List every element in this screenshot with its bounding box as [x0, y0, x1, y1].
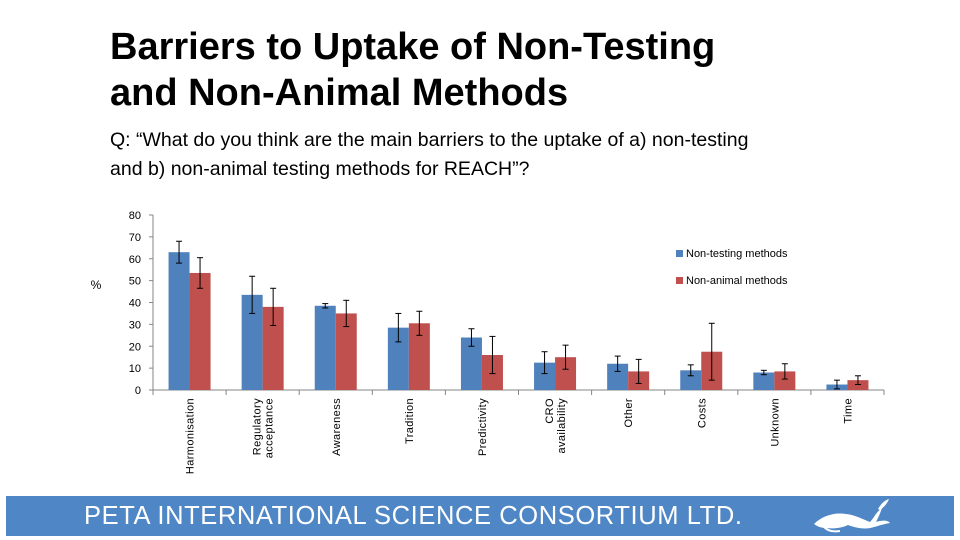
y-tick-label: 10	[129, 363, 141, 375]
x-tick-label: Regulatory	[252, 398, 264, 455]
y-tick-label: 20	[129, 341, 141, 353]
bar-non-testing-methods-costs	[680, 370, 702, 390]
x-tick-label: Predictivity	[477, 398, 489, 456]
bar-non-testing-methods-regulatory-acceptance	[241, 294, 263, 390]
x-tick-label: Awareness	[331, 398, 343, 456]
rabbit-icon	[814, 499, 890, 533]
x-tick-label: availability	[556, 398, 568, 454]
y-tick-label: 0	[135, 385, 141, 397]
slide-subtitle-line-2: and b) non-animal testing methods for RE…	[110, 158, 530, 180]
y-tick-label: 70	[129, 232, 141, 244]
x-tick-label: CRO	[544, 398, 556, 424]
slide-title-line-1: Barriers to Uptake of Non-Testing	[110, 26, 716, 68]
x-tick-label: Other	[623, 398, 635, 428]
bar-non-testing-methods-unknown	[753, 372, 775, 390]
bar-non-animal-methods-regulatory-acceptance	[262, 306, 284, 390]
bar-chart: 0 10 20 30 40 50 60 70 80% Harmonisation Regulator…	[91, 210, 885, 474]
bar-non-testing-methods-harmonisation	[168, 252, 190, 390]
bar-non-animal-methods-cro-availability	[555, 357, 577, 390]
y-tick-label: 60	[129, 254, 141, 266]
bar-non-animal-methods-tradition	[408, 323, 430, 390]
bar-non-testing-methods-cro-availability	[534, 362, 556, 390]
slide-subtitle-line-1: Q: “What do you think are the main barri…	[110, 129, 749, 151]
x-tick-label: Costs	[696, 398, 708, 428]
slide-subtitle: Q: “What do you think are the main barri…	[110, 126, 930, 184]
bar-non-animal-methods-awareness	[335, 313, 357, 390]
slide-title: Barriers to Uptake of Non-Testing and No…	[110, 24, 910, 116]
y-tick-label: 40	[129, 298, 141, 310]
footer-text: PETA INTERNATIONAL SCIENCE CONSORTIUM LT…	[84, 502, 743, 530]
bar-non-testing-methods-tradition	[387, 327, 409, 390]
x-tick-label: Unknown	[769, 398, 781, 447]
bar-non-testing-methods-awareness	[314, 305, 336, 390]
legend-swatch-non-testing-methods	[676, 250, 683, 257]
x-tick-label: acceptance	[264, 398, 276, 458]
y-tick-label: 50	[129, 276, 141, 288]
y-axis-label: %	[91, 278, 102, 292]
legend-label: Non-testing methods	[686, 248, 788, 260]
bar-non-animal-methods-harmonisation	[189, 272, 211, 390]
x-tick-label: Harmonisation	[185, 398, 197, 474]
slide-title-line-2: and Non-Animal Methods	[110, 72, 569, 114]
legend-label: Non-animal methods	[686, 275, 788, 287]
bar-non-animal-methods-time	[847, 380, 869, 390]
y-tick-label: 80	[129, 210, 141, 222]
bar-non-animal-methods-unknown	[774, 371, 796, 390]
bar-non-testing-methods-predictivity	[460, 337, 482, 390]
x-tick-label: Tradition	[404, 398, 416, 444]
legend-swatch-non-animal-methods	[676, 277, 683, 284]
y-tick-label: 30	[129, 319, 141, 331]
footer-band: PETA INTERNATIONAL SCIENCE CONSORTIUM LT…	[6, 496, 954, 536]
bar-non-testing-methods-other	[607, 363, 629, 390]
x-tick-label: Time	[842, 398, 854, 424]
